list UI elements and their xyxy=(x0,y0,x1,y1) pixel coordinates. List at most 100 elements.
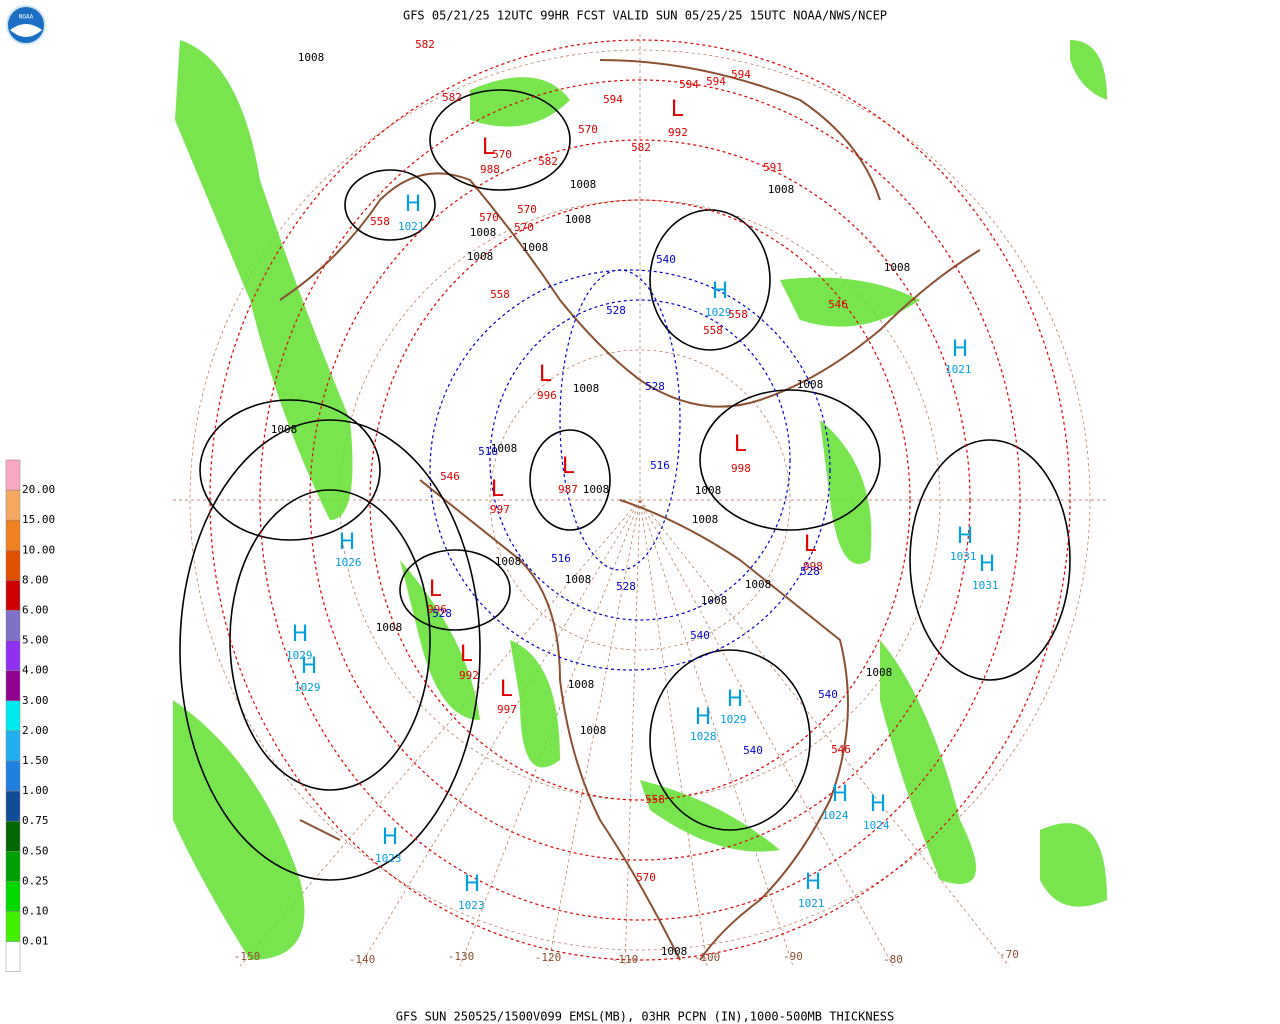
cold-thickness-label: 540 xyxy=(743,744,763,757)
precip-areas xyxy=(173,40,1107,960)
warm-thickness-label: 582 xyxy=(538,155,558,168)
low-pressure: 996 xyxy=(537,389,557,402)
warm-thickness-label: 570 xyxy=(514,221,534,234)
longitude-label: -140 xyxy=(349,953,376,966)
legend-label: 0.75 xyxy=(22,814,49,827)
legend-swatch xyxy=(5,820,21,852)
cold-thickness-label: 516 xyxy=(650,459,670,472)
isobar-label: 1008 xyxy=(797,378,824,391)
high-center: H xyxy=(339,530,356,555)
isobar-label: 1008 xyxy=(580,724,607,737)
low-pressure: 996 xyxy=(427,603,447,616)
map-footer: GFS SUN 250525/1500V099 EMSL(MB), 03HR P… xyxy=(396,1010,895,1024)
low-center: L xyxy=(460,642,473,667)
isobar-label: 1008 xyxy=(583,483,610,496)
isobar-label: 1008 xyxy=(376,621,403,634)
logo-text: NOAA xyxy=(19,14,34,21)
cold-thickness-label: 528 xyxy=(800,565,820,578)
low-center: L xyxy=(482,135,495,160)
isobar-label: 1008 xyxy=(568,678,595,691)
legend-swatch xyxy=(5,881,21,912)
low-center: L xyxy=(429,577,442,602)
high-pressure: 1031 xyxy=(972,579,999,592)
isobar-label: 1008 xyxy=(565,213,592,226)
high-center: H xyxy=(382,825,399,850)
legend-label: 10.00 xyxy=(22,543,55,556)
warm-thickness-label: 570 xyxy=(636,871,656,884)
warm-thickness-label: 546 xyxy=(831,743,851,756)
longitude-label: -70 xyxy=(999,948,1019,961)
legend-swatch xyxy=(5,670,21,702)
cold-thickness-label: 540 xyxy=(656,253,676,266)
high-pressure: 1026 xyxy=(335,556,362,569)
warm-thickness-label: 570 xyxy=(517,203,537,216)
low-center: L xyxy=(491,477,504,502)
legend-swatch xyxy=(5,550,21,581)
high-center: H xyxy=(464,872,481,897)
low-center: L xyxy=(500,677,513,702)
warm-thickness-label: 594 xyxy=(731,68,751,81)
legend-swatch xyxy=(5,640,21,671)
warm-thickness-label: 558 xyxy=(728,308,748,321)
high-center: H xyxy=(832,782,849,807)
isobar-label: 1008 xyxy=(522,241,549,254)
longitude-label: -150 xyxy=(234,950,261,963)
warm-thickness-label: 558 xyxy=(490,288,510,301)
legend-swatch xyxy=(5,489,21,521)
isobar-label: 1008 xyxy=(298,51,325,64)
low-center: L xyxy=(562,454,575,479)
cold-thickness-label: 528 xyxy=(616,580,636,593)
legend-swatch xyxy=(5,760,21,792)
high-pressure: 1023 xyxy=(458,899,485,912)
legend-label: 15.00 xyxy=(22,513,55,526)
legend-swatch xyxy=(5,519,21,551)
warm-thickness-label: 594 xyxy=(603,93,623,106)
warm-thickness-label: 582 xyxy=(415,38,435,51)
high-center: H xyxy=(712,279,729,304)
cold-thickness-label: 528 xyxy=(645,380,665,393)
high-center: H xyxy=(952,337,969,362)
high-center: H xyxy=(870,792,887,817)
high-center: H xyxy=(292,622,309,647)
warm-thickness-label: 558 xyxy=(703,324,723,337)
legend-label: 4.00 xyxy=(22,664,49,677)
high-pressure: 1023 xyxy=(375,852,402,865)
warm-thickness-label: 546 xyxy=(440,470,460,483)
low-pressure: 997 xyxy=(490,503,510,516)
legend-label: 6.00 xyxy=(22,604,49,617)
high-pressure: 1021 xyxy=(798,897,825,910)
legend-label: 0.10 xyxy=(22,905,49,918)
legend-swatch xyxy=(5,700,21,732)
high-pressure: 1029 xyxy=(720,713,747,726)
cold-thickness-label: 540 xyxy=(818,688,838,701)
legend-swatch xyxy=(5,941,21,972)
legend-swatch xyxy=(5,851,21,882)
warm-thickness-label: 582 xyxy=(631,141,651,154)
longitude-label: -120 xyxy=(535,951,562,964)
high-pressure: 1029 xyxy=(286,649,313,662)
low-pressure: 998 xyxy=(731,462,751,475)
isobar-label: 1008 xyxy=(470,226,497,239)
cold-thickness-lines xyxy=(429,269,831,671)
high-pressure: 1031 xyxy=(950,550,977,563)
isobar-label: 1008 xyxy=(570,178,597,191)
isobar-label: 1008 xyxy=(467,250,494,263)
isobar-label: 1008 xyxy=(701,594,728,607)
cold-thickness-label: 510 xyxy=(478,445,498,458)
longitude-label: -100 xyxy=(694,951,721,964)
low-pressure: 992 xyxy=(668,126,688,139)
high-center: H xyxy=(957,524,974,549)
legend-swatch xyxy=(5,790,21,822)
legend-label: 0.25 xyxy=(22,874,49,887)
legend-swatch xyxy=(5,610,21,641)
logo-wave xyxy=(10,24,42,37)
warm-thickness-label: 558 xyxy=(645,793,665,806)
longitude-label: -90 xyxy=(783,950,803,963)
isobar-label: 1008 xyxy=(565,573,592,586)
longitude-label: -130 xyxy=(448,950,475,963)
longitude-label: -80 xyxy=(883,953,903,966)
legend-swatch xyxy=(5,730,21,762)
warm-thickness-label: 582 xyxy=(442,91,462,104)
